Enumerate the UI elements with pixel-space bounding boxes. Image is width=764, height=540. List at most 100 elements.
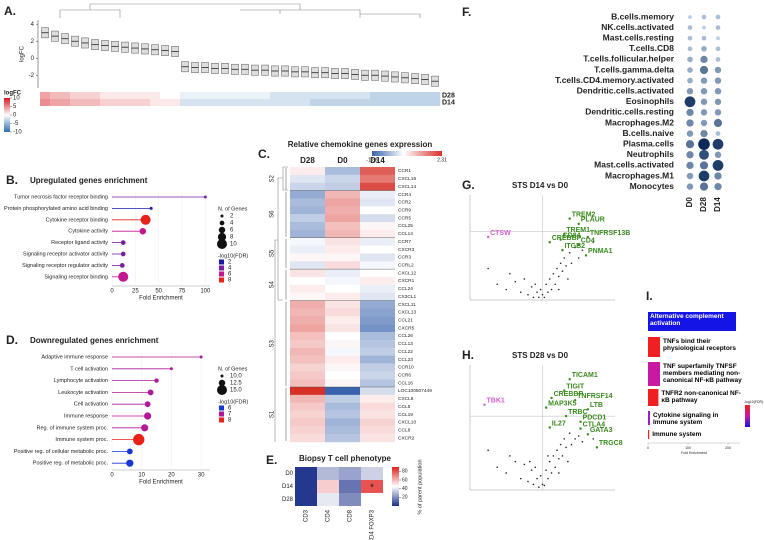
heat-cell (380, 92, 391, 99)
heat-cell (360, 253, 395, 262)
point (519, 291, 522, 293)
heat-cell (360, 347, 395, 356)
dot (700, 55, 708, 64)
gene-point (544, 406, 548, 409)
gene-label: LTB (590, 402, 603, 409)
heat-cell (325, 300, 360, 309)
colorbar-label: 2.31 (437, 157, 447, 163)
heat-cell (317, 467, 339, 480)
dot (687, 56, 693, 63)
point (536, 477, 538, 480)
cluster-label: S1 (270, 410, 276, 418)
point (581, 249, 584, 251)
row-label: CCL5 (398, 404, 411, 410)
heat-cell (360, 316, 395, 325)
row-label: Eosinophils (626, 96, 674, 106)
dot (715, 46, 721, 52)
heat-cell (320, 99, 331, 106)
gene-label: PNMA1 (588, 248, 613, 255)
point (514, 280, 517, 283)
dot (685, 140, 695, 149)
legend-title: -log10(FDR) (744, 400, 763, 404)
heat-cell (360, 174, 395, 183)
heat-cell (400, 99, 411, 106)
row-label: CCR6 (398, 372, 411, 378)
heat-cell (290, 92, 301, 99)
point (527, 480, 529, 483)
heat-cell (300, 92, 311, 99)
heat-cell (290, 387, 325, 396)
point (592, 438, 595, 440)
annotation: * (370, 482, 374, 493)
column-label: CD8 (348, 509, 354, 522)
heat-cell (325, 277, 360, 286)
heat-cell (290, 332, 325, 341)
category-label: Positive reg. of cellular metabolic proc… (14, 449, 109, 455)
dot (714, 87, 722, 95)
heat-cell (325, 434, 360, 443)
point (558, 288, 560, 291)
dot (139, 227, 147, 235)
row-label: CXCR5 (398, 325, 415, 331)
row-label: T.cells.CD8 (629, 43, 674, 53)
heat-cell (360, 300, 395, 309)
heat-cell (360, 237, 395, 246)
heat-cell (360, 214, 395, 223)
dot (701, 14, 707, 20)
legend-label: 7 (228, 412, 232, 418)
heat-cell (330, 92, 341, 99)
heat-cell (360, 363, 395, 372)
heat-cell (160, 92, 171, 99)
gene-label: CTLA4 (583, 421, 606, 428)
column-label: D0 (685, 197, 694, 208)
dot (699, 65, 709, 75)
heat-cell (70, 99, 81, 106)
heat-cell (160, 99, 171, 106)
point (548, 460, 551, 463)
heat-cell (210, 92, 221, 99)
column-label: D0 (337, 156, 348, 165)
colorbar-label: -10 (13, 130, 22, 136)
heat-cell (360, 284, 395, 293)
row-label: CX3CL1 (398, 294, 416, 300)
point (556, 449, 558, 452)
row-label: Monocytes (630, 181, 675, 191)
heat-cell (325, 394, 360, 403)
row-label: LOC100507449 (398, 388, 432, 394)
legend-label: 8 (228, 278, 232, 284)
heat-cell (110, 99, 121, 106)
point (548, 278, 551, 280)
row-label: Mast.cells.activated (594, 160, 674, 170)
colorbar-label: 20 (402, 495, 408, 501)
heat-cell (290, 253, 325, 262)
y-axis-label: logFC (20, 45, 26, 62)
colorbar-label: -1.86 (366, 157, 378, 163)
legend-title: -log10(FDR) (218, 253, 248, 259)
row-label: CCL22 (398, 349, 413, 355)
heat-cell (390, 99, 401, 106)
legend-color (219, 405, 224, 411)
heat-cell (325, 214, 360, 223)
dot (700, 129, 708, 138)
dendrogram (274, 166, 288, 442)
heat-cell (360, 222, 395, 231)
heat-cell (350, 92, 361, 99)
gene-point (584, 254, 588, 257)
legend-title: logFC (4, 91, 22, 97)
bar (648, 312, 736, 331)
heat-cell (290, 206, 325, 215)
dot (120, 251, 126, 257)
gene-point (568, 378, 571, 381)
bar (648, 411, 650, 425)
heat-cell (150, 92, 161, 99)
heat-cell (280, 92, 291, 99)
heat-cell (190, 99, 201, 106)
heat-cell (360, 402, 395, 411)
x-tick-label: 0 (110, 289, 114, 295)
point (547, 455, 549, 457)
heat-cell (295, 480, 317, 493)
heat-cell (325, 418, 360, 427)
heat-cell (325, 245, 360, 254)
y-tick-label: 0 (31, 56, 35, 62)
colorbar-label: 40 (402, 486, 408, 492)
